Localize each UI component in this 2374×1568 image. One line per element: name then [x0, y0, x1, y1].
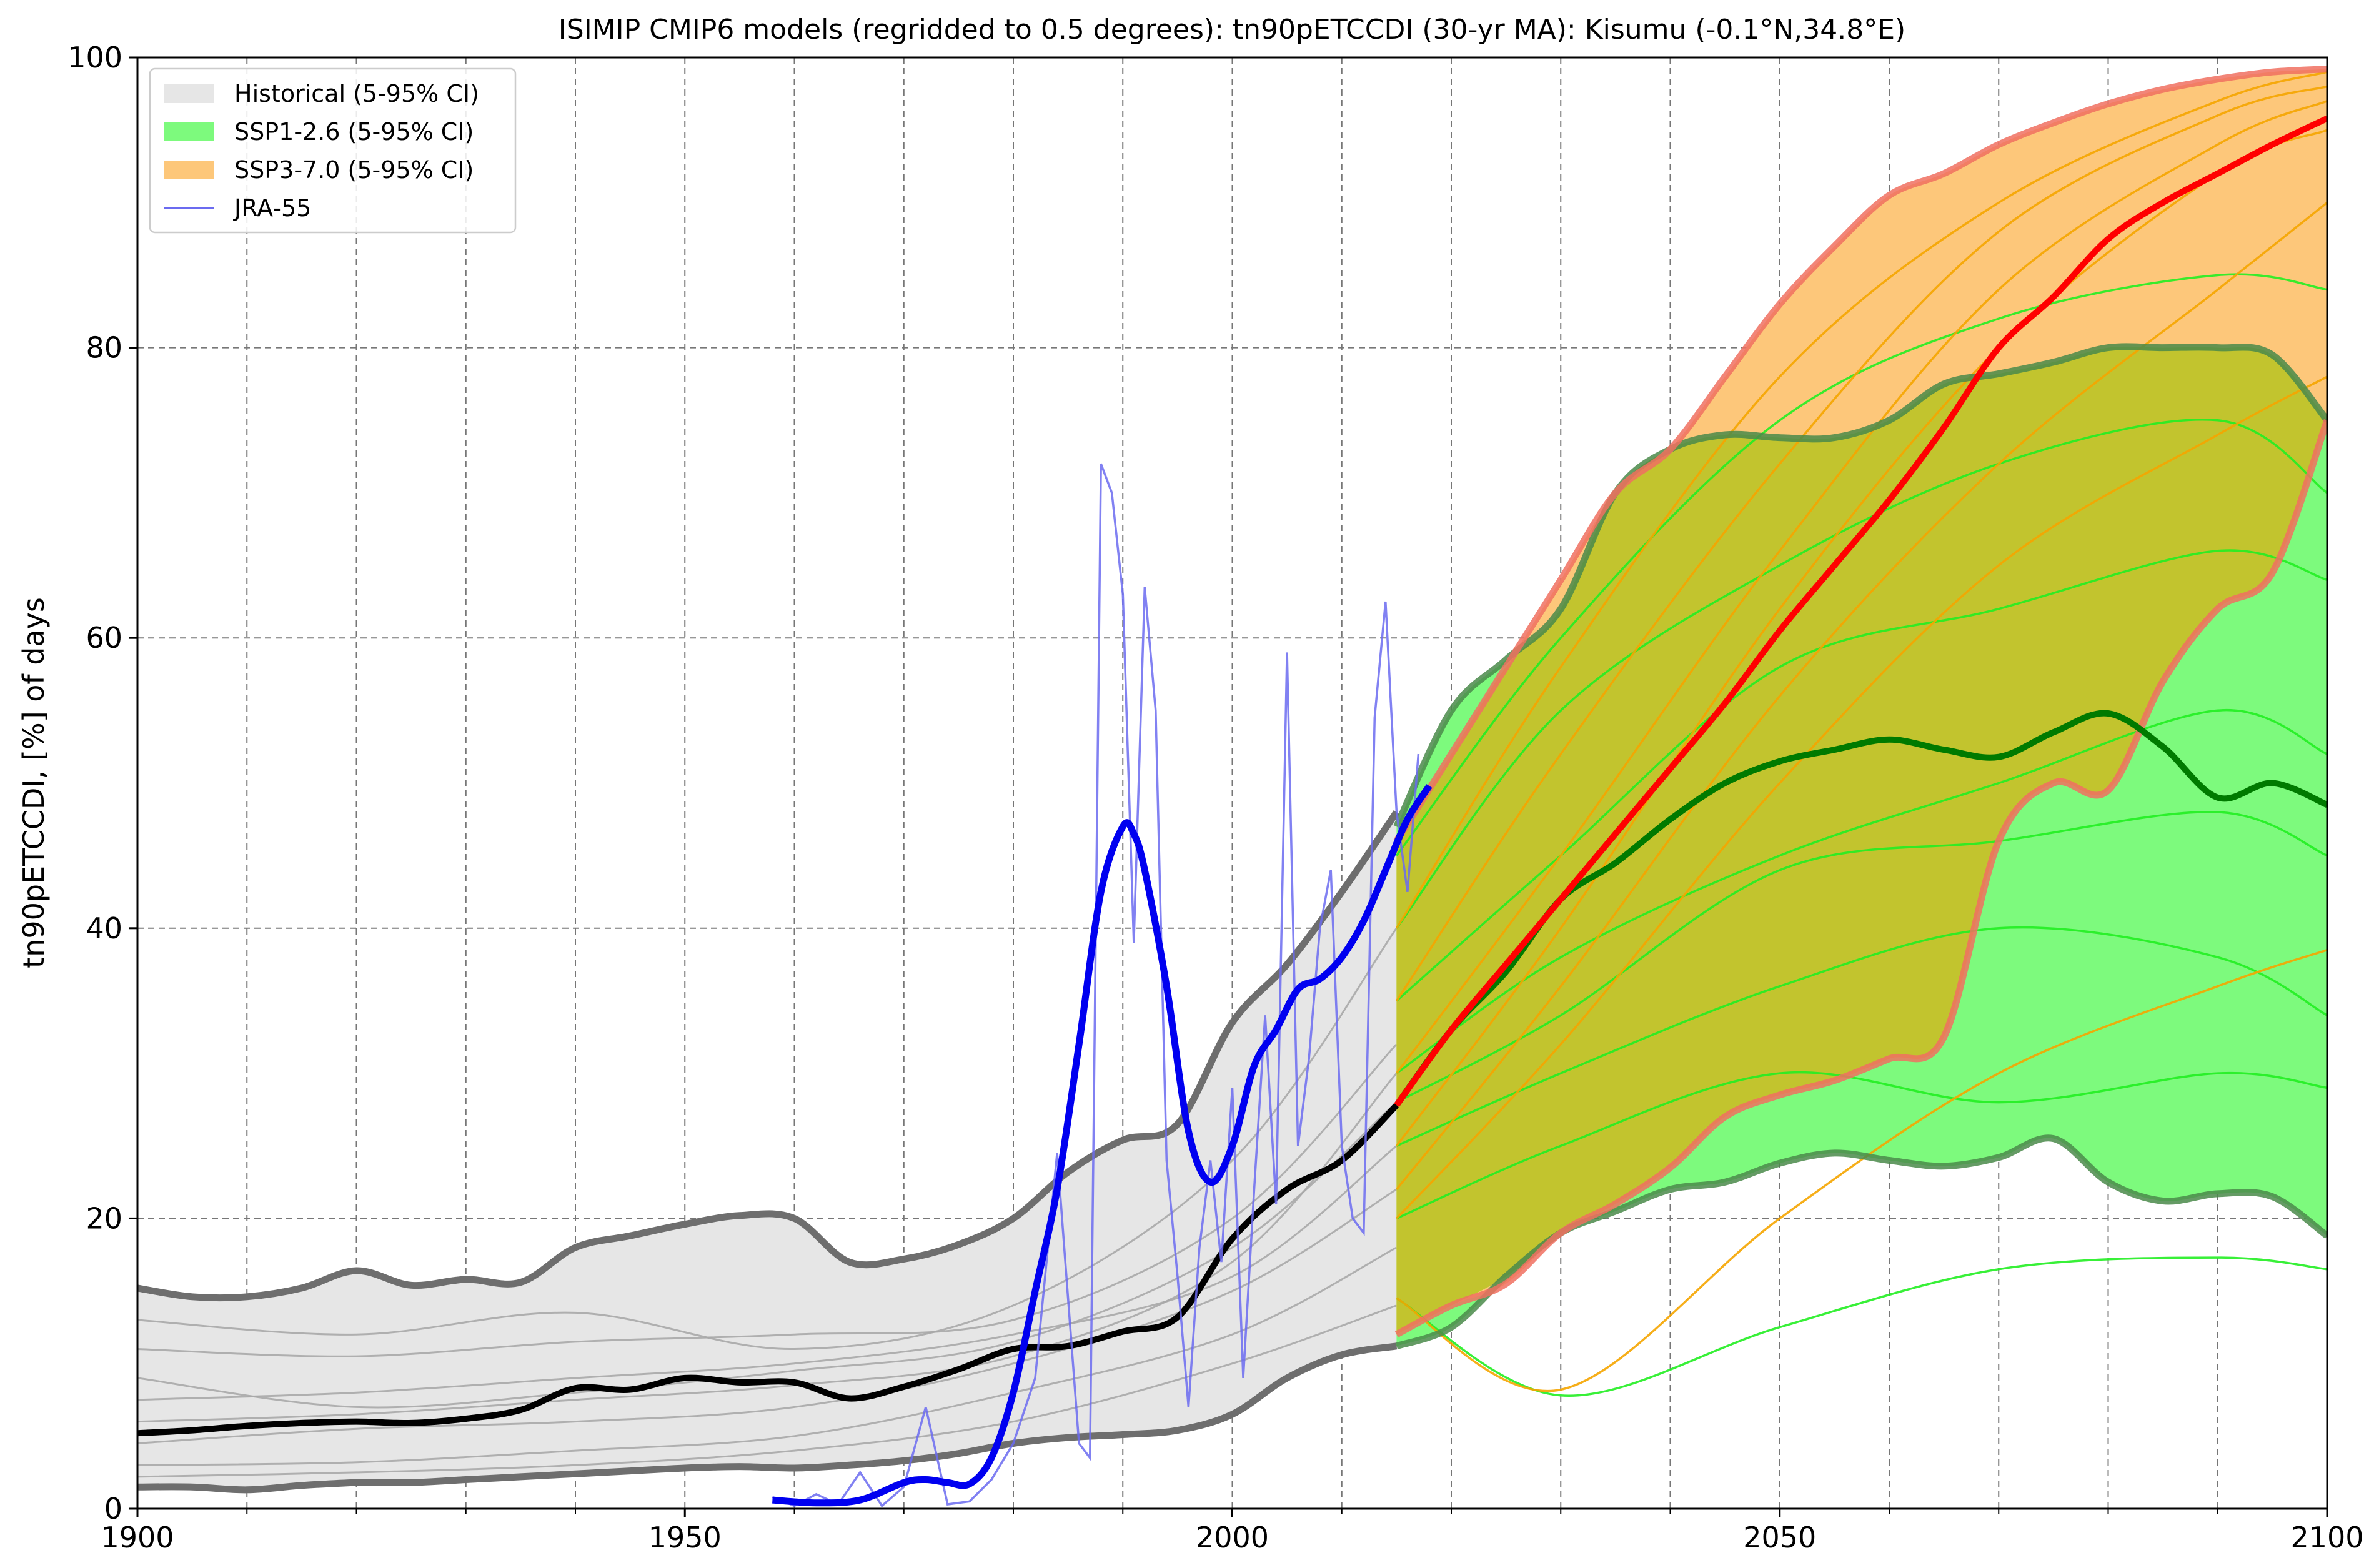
legend: Historical (5-95% CI) SSP1-2.6 (5-95% CI)… — [149, 67, 517, 234]
y-tick-label: 80 — [86, 331, 122, 365]
y-tick-label: 40 — [86, 911, 122, 945]
historical-member-line — [137, 1188, 1398, 1444]
x-tick-label: 1900 — [101, 1521, 174, 1554]
legend-label: Historical (5-95% CI) — [234, 80, 479, 107]
chart-title: ISIMIP CMIP6 models (regridded to 0.5 de… — [559, 14, 1905, 46]
ssp370-member-line — [1396, 375, 2327, 1219]
ssp126-p95-line — [1393, 343, 2327, 828]
y-tick-label: 20 — [86, 1201, 122, 1235]
ssp370-median-line — [1394, 116, 2327, 1108]
ssp370-member-line — [1396, 201, 2327, 1191]
ssp126-member-line — [1396, 273, 2327, 856]
ssp126-member-line — [1396, 419, 2327, 929]
ssp370-p95-line — [1393, 66, 2327, 843]
ssp126-member-line — [1396, 1071, 2327, 1219]
ssp126-member-line — [1396, 708, 2327, 1074]
historical-member-line — [137, 1043, 1398, 1357]
y-tick-label: 100 — [67, 41, 122, 74]
ssp126-member-line — [1396, 549, 2327, 1002]
legend-swatch — [164, 122, 214, 141]
historical-member-line — [137, 1145, 1398, 1401]
ssp370-member-line — [1395, 71, 2327, 929]
historical-member-line — [137, 927, 1398, 1351]
y-tick-label: 60 — [86, 621, 122, 655]
ssp126-member-line — [1396, 810, 2327, 1104]
ssp370-p5-line — [1394, 419, 2327, 1338]
ssp126-member-line — [1396, 926, 2327, 1147]
ssp370-member-line — [1396, 100, 2327, 1074]
historical-p5-line — [137, 1342, 1398, 1494]
jra55-line — [772, 463, 1420, 1508]
x-tick-label: 2100 — [2290, 1521, 2363, 1554]
x-tick-label: 2000 — [1196, 1521, 1269, 1554]
historical-member-line — [137, 1304, 1397, 1478]
y-axis-label: tn90pETCCDI, [%] of days — [17, 597, 51, 968]
x-tick-label: 2050 — [1743, 1521, 1816, 1554]
historical-median-line — [137, 1103, 1399, 1437]
legend-label: SSP3-7.0 (5-95% CI) — [234, 156, 474, 184]
historical-member-line — [137, 1246, 1398, 1466]
legend-swatch — [164, 161, 214, 179]
legend-swatch — [164, 84, 214, 103]
legend-label: JRA-55 — [233, 194, 311, 222]
legend-frame — [149, 67, 517, 234]
ssp-overlap-band — [1396, 346, 2327, 1335]
historical-member-line — [137, 1101, 1398, 1409]
legend-label: SSP1-2.6 (5-95% CI) — [234, 118, 474, 146]
ssp370-member-line — [1396, 948, 2327, 1392]
x-tick-label: 1950 — [648, 1521, 722, 1554]
jra55-smooth-line — [772, 784, 1433, 1507]
historical-p95-line — [137, 810, 1399, 1302]
ssp370-member-line — [1395, 85, 2327, 1001]
y-tick-label: 0 — [104, 1492, 122, 1526]
